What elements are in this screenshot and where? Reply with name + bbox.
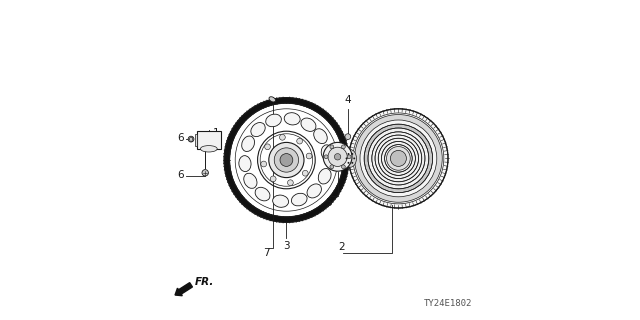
Ellipse shape (318, 169, 331, 184)
Text: 6: 6 (177, 133, 184, 143)
Circle shape (364, 124, 433, 193)
Text: 6: 6 (177, 170, 184, 180)
Circle shape (342, 165, 346, 169)
Circle shape (353, 157, 355, 159)
Ellipse shape (321, 145, 333, 161)
Circle shape (269, 142, 304, 178)
Ellipse shape (273, 195, 289, 207)
Circle shape (387, 147, 410, 170)
Circle shape (280, 154, 292, 166)
Circle shape (345, 134, 351, 140)
Circle shape (348, 153, 349, 155)
Ellipse shape (255, 187, 270, 201)
Circle shape (390, 150, 406, 166)
Circle shape (323, 142, 352, 171)
Circle shape (330, 145, 334, 149)
Circle shape (265, 144, 271, 150)
Circle shape (330, 165, 334, 169)
Circle shape (368, 128, 429, 189)
Ellipse shape (344, 149, 356, 167)
Ellipse shape (284, 113, 300, 125)
Ellipse shape (266, 114, 282, 127)
Circle shape (274, 148, 298, 172)
Circle shape (346, 157, 348, 159)
Ellipse shape (242, 136, 255, 151)
Text: 2: 2 (339, 242, 345, 252)
Circle shape (328, 147, 348, 166)
Circle shape (306, 153, 312, 159)
Ellipse shape (314, 129, 327, 144)
Circle shape (349, 109, 448, 208)
Circle shape (335, 154, 341, 160)
Circle shape (188, 136, 194, 142)
Circle shape (230, 103, 343, 217)
Circle shape (270, 176, 276, 182)
Ellipse shape (307, 184, 321, 198)
Text: TY24E1802: TY24E1802 (424, 299, 472, 308)
Ellipse shape (291, 193, 307, 206)
Ellipse shape (244, 173, 257, 188)
Circle shape (355, 115, 442, 202)
Bar (197, 131, 221, 149)
Circle shape (287, 180, 293, 186)
Text: 5: 5 (325, 198, 332, 208)
Bar (195, 134, 197, 146)
Ellipse shape (251, 123, 265, 137)
Circle shape (202, 170, 209, 176)
Text: FR.: FR. (195, 276, 214, 287)
Text: 1: 1 (212, 128, 220, 138)
Circle shape (224, 98, 349, 222)
Circle shape (348, 162, 349, 164)
Text: 3: 3 (283, 241, 290, 251)
Ellipse shape (269, 97, 275, 102)
Circle shape (261, 161, 267, 167)
FancyArrow shape (175, 283, 193, 296)
Text: 4: 4 (344, 95, 351, 105)
Circle shape (297, 138, 303, 144)
Text: 7: 7 (264, 248, 270, 258)
Circle shape (280, 134, 285, 140)
Circle shape (360, 120, 436, 197)
Circle shape (302, 170, 308, 176)
Ellipse shape (301, 118, 316, 132)
Circle shape (351, 153, 353, 155)
Circle shape (324, 155, 328, 159)
Circle shape (351, 162, 353, 164)
Ellipse shape (239, 156, 251, 172)
Circle shape (347, 155, 351, 159)
Circle shape (342, 145, 346, 149)
Ellipse shape (200, 146, 217, 152)
